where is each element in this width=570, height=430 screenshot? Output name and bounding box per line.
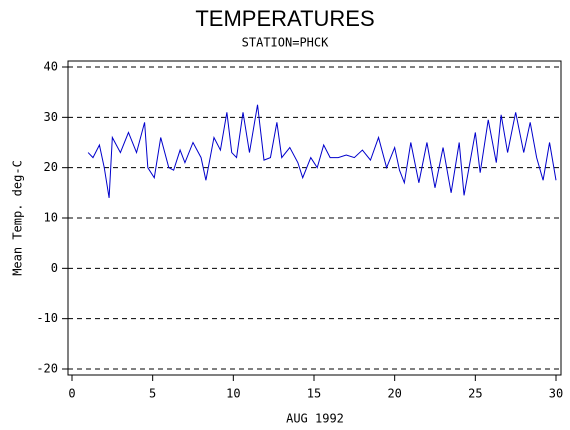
x-tick-label: 5 [149, 387, 156, 401]
y-tick-label: 10 [44, 211, 58, 225]
chart-subtitle: STATION=PHCK [242, 36, 329, 50]
x-tick-label: 30 [549, 387, 563, 401]
x-tick-label: 15 [307, 387, 321, 401]
y-axis-label: Mean Temp. deg-C [11, 160, 25, 276]
y-tick-label: 0 [51, 261, 58, 275]
y-tick-label: 40 [44, 60, 58, 74]
x-tick-label: 10 [226, 387, 240, 401]
x-axis-label: AUG 1992 [286, 412, 344, 426]
y-tick-label: 20 [44, 160, 58, 174]
line [87, 104, 557, 198]
y-tick-label: 30 [44, 110, 58, 124]
x-tick-label: 0 [68, 387, 75, 401]
y-tick-label: -10 [36, 311, 58, 325]
x-tick-label: 25 [468, 387, 482, 401]
y-tick-label: -20 [36, 362, 58, 376]
chart-title: TEMPERATURES [195, 6, 374, 31]
x-tick-label: 20 [387, 387, 401, 401]
